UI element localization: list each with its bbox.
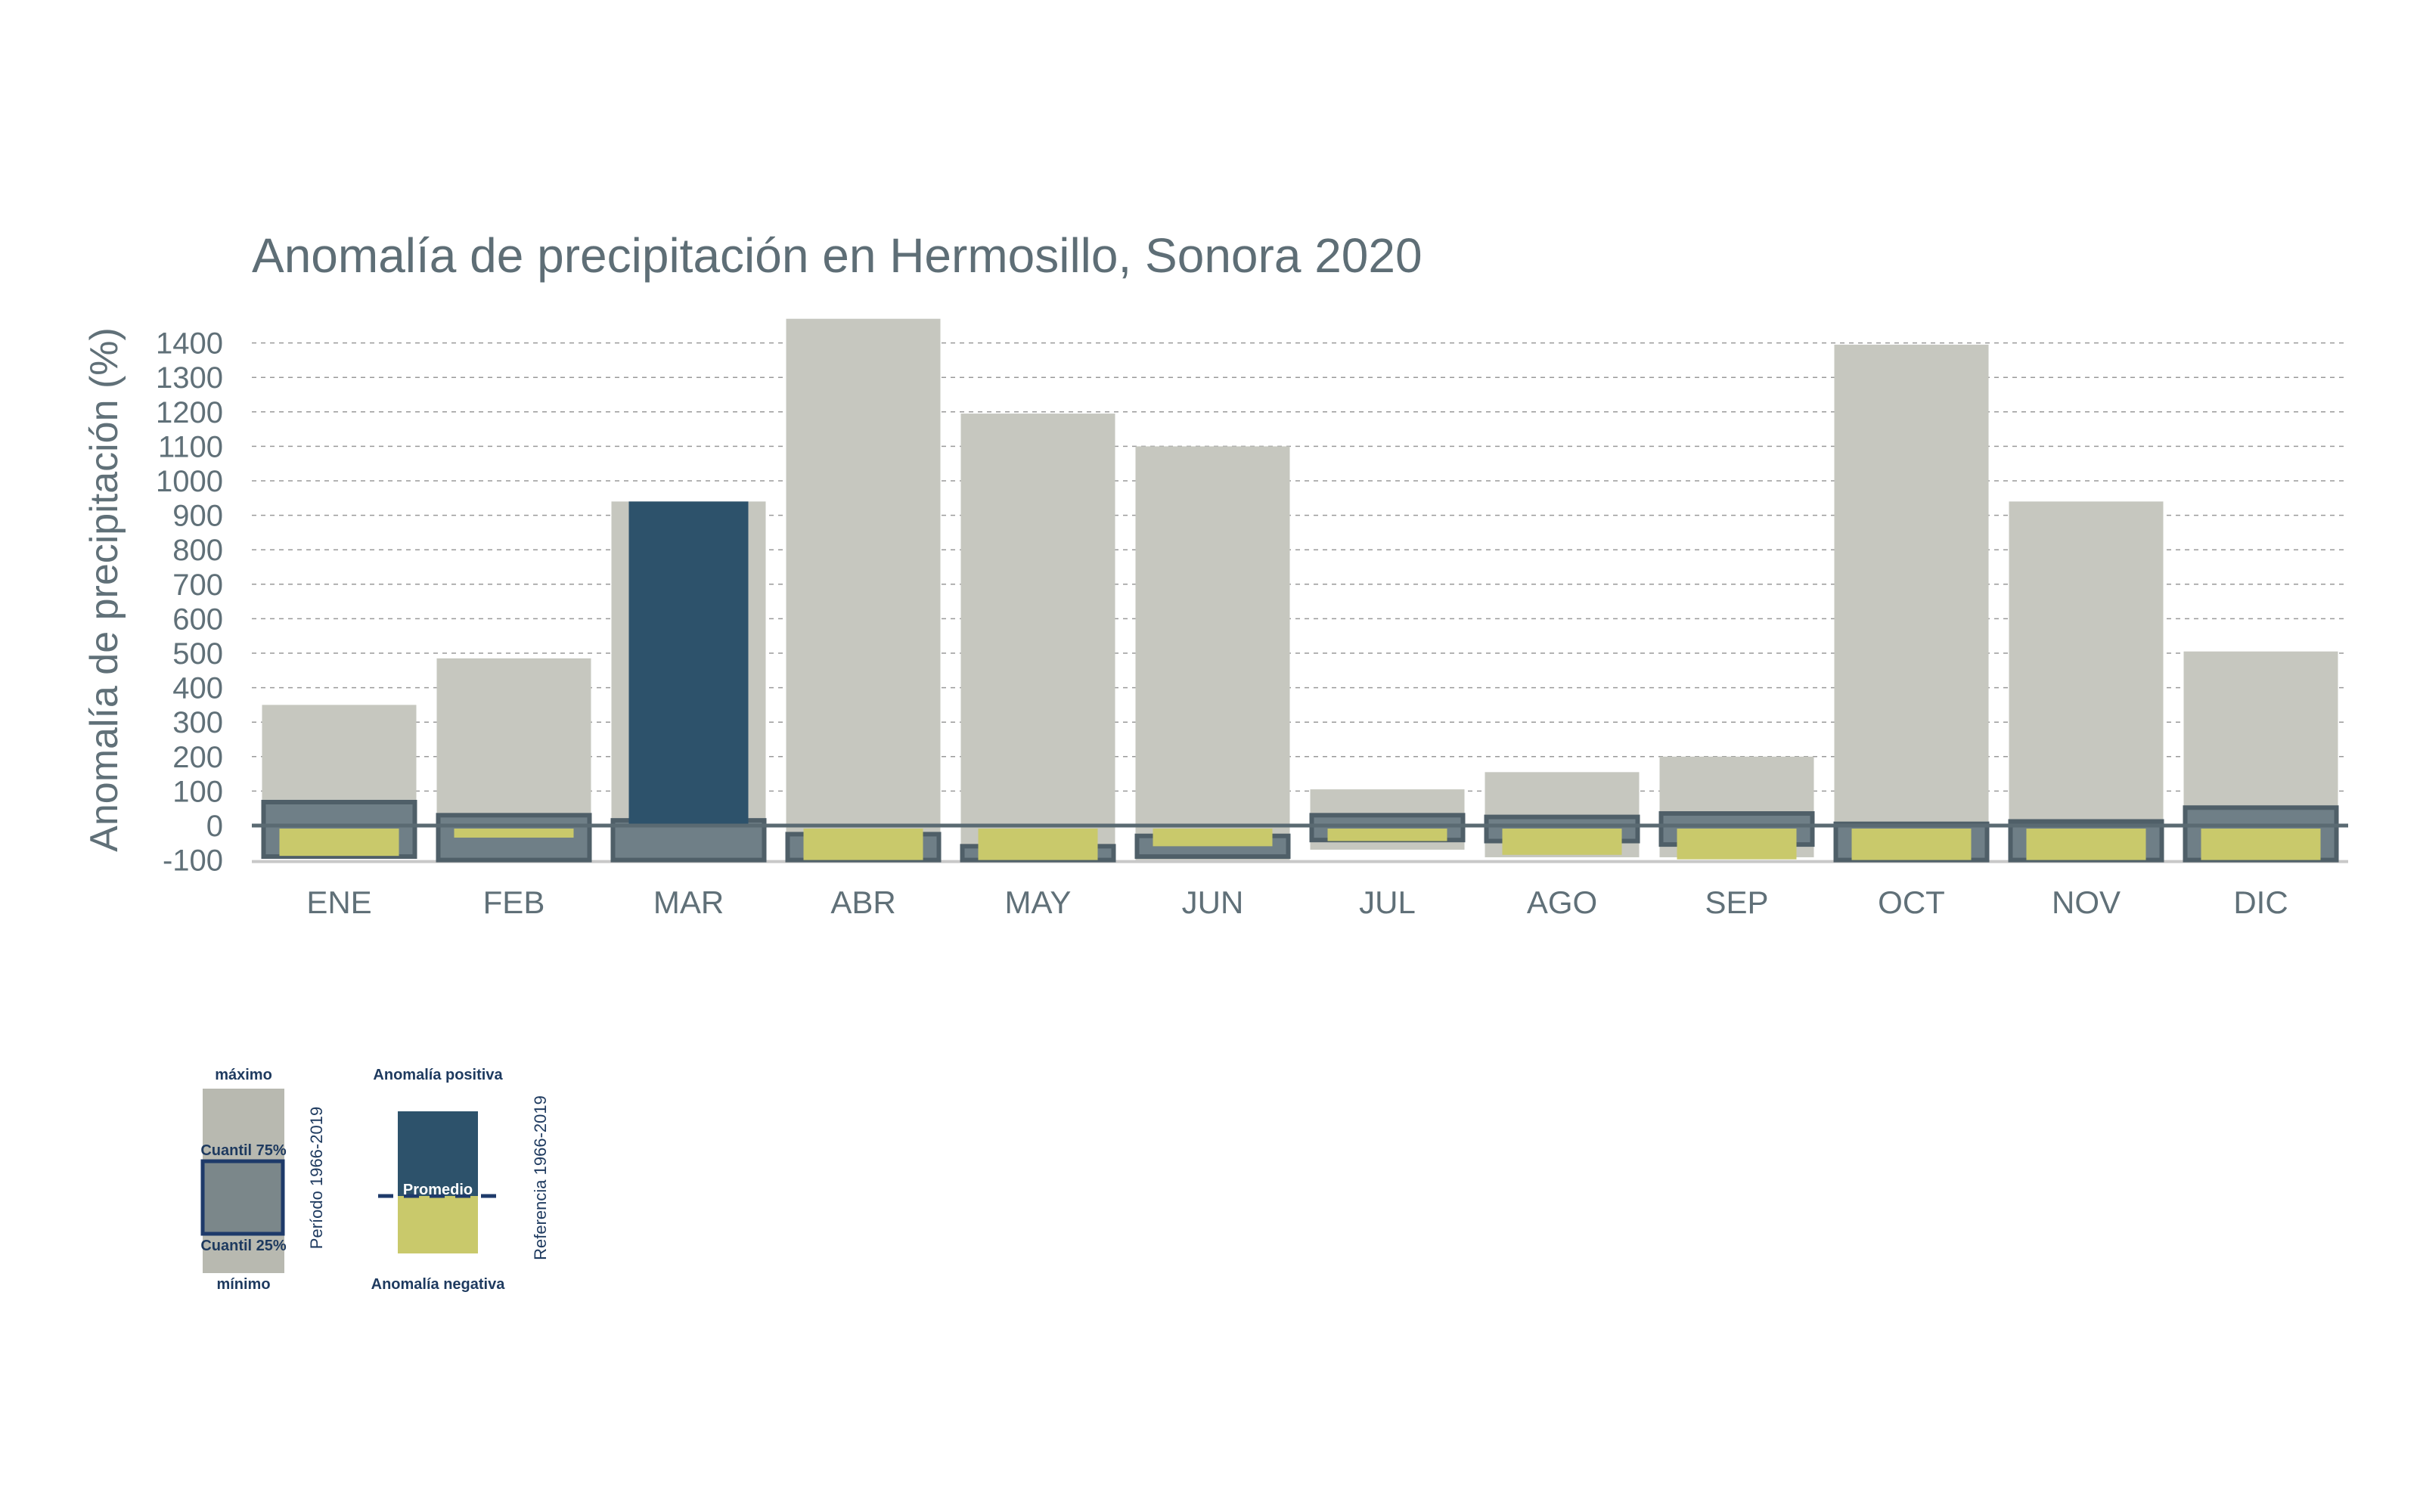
chart-title: Anomalía de precipitación en Hermosillo,… — [252, 228, 1423, 283]
y-tick-label: 500 — [172, 637, 223, 671]
y-tick-label: 0 — [206, 810, 223, 843]
x-tick-label: NOV — [2052, 885, 2121, 920]
y-tick-label: 100 — [172, 775, 223, 808]
y-tick-label: -100 — [163, 844, 223, 878]
month-group-dic — [2183, 651, 2339, 863]
legend-reference-label: Referencia 1966-2019 — [531, 1095, 550, 1260]
bars-layer — [252, 318, 2348, 863]
month-group-oct — [1833, 344, 1990, 863]
legend-period: máximo Cuantil 75% Cuantil 25% mínimo Pe… — [200, 1067, 326, 1293]
legend-q75-label: Cuantil 75% — [200, 1142, 287, 1159]
anomaly-bar — [1327, 829, 1447, 841]
y-axis-label: Anomalía de precipitación (%) — [82, 327, 126, 852]
x-tick-label: MAY — [1005, 885, 1072, 920]
range-bar — [1834, 344, 1989, 860]
legend-reference: Anomalía positiva Promedio Anomalía nega… — [371, 1067, 550, 1293]
x-tick-label: ENE — [306, 885, 371, 920]
month-group-ene — [261, 705, 417, 860]
y-tick-label: 1000 — [156, 465, 223, 498]
y-tick-label: 700 — [172, 569, 223, 602]
y-tick-label: 600 — [172, 603, 223, 636]
grid-lines — [252, 342, 2348, 863]
month-group-may — [960, 414, 1116, 863]
month-group-ago — [1484, 772, 1640, 857]
anomaly-bar — [1677, 829, 1797, 860]
y-tick-label: 400 — [172, 672, 223, 705]
y-tick-label: 1300 — [156, 361, 223, 395]
x-tick-label: OCT — [1878, 885, 1945, 920]
month-group-feb — [436, 658, 592, 863]
anomaly-bar — [628, 501, 749, 826]
month-group-sep — [1658, 756, 1815, 860]
legend-q25-label: Cuantil 25% — [200, 1238, 287, 1254]
x-tick-label: MAR — [653, 885, 724, 920]
legend-mean-label: Promedio — [403, 1182, 473, 1198]
range-bar — [2009, 501, 2164, 860]
x-tick-label: FEB — [483, 885, 545, 920]
month-group-jul — [1309, 789, 1466, 850]
y-tick-label: 1100 — [158, 430, 223, 463]
legend-negative-label: Anomalía negativa — [371, 1276, 506, 1293]
anomaly-bar — [1502, 829, 1622, 855]
range-bar — [786, 318, 941, 860]
legend-quartile-swatch — [200, 1159, 285, 1236]
y-tick-label: 900 — [172, 500, 223, 533]
y-tick-label: 800 — [172, 534, 223, 567]
legend-max-label: máximo — [215, 1067, 272, 1083]
x-tick-label: ABR — [830, 885, 895, 920]
y-tick-label: 300 — [172, 706, 223, 739]
legend-min-label: mínimo — [216, 1276, 270, 1293]
month-group-jun — [1134, 446, 1291, 860]
legend-negative-swatch — [398, 1196, 478, 1253]
x-tick-label: JUL — [1359, 885, 1416, 920]
y-tick-label: 1200 — [156, 396, 223, 429]
anomaly-bar — [454, 829, 574, 838]
x-tick-label: AGO — [1527, 885, 1597, 920]
anomaly-bar — [1153, 829, 1273, 847]
range-bar — [1135, 446, 1290, 860]
month-group-mar — [610, 501, 767, 863]
anomaly-bar — [978, 829, 1098, 860]
anomaly-bar — [279, 829, 399, 857]
month-group-nov — [2008, 501, 2164, 863]
x-tick-labels: ENE FEB MAR ABR MAY JUN JUL AGO SEP OCT NOV DIC — [306, 885, 2288, 920]
legend-positive-swatch — [398, 1111, 478, 1196]
x-tick-label: JUN — [1182, 885, 1244, 920]
x-tick-label: DIC — [2233, 885, 2288, 920]
legend-period-label: Período 1966-2019 — [307, 1107, 326, 1249]
x-tick-label: SEP — [1705, 885, 1768, 920]
y-tick-label: 1400 — [156, 327, 223, 361]
y-tick-labels: -100010020030040050060070080090010001100… — [156, 327, 223, 878]
month-group-abr — [785, 318, 942, 863]
anomaly-bar — [803, 829, 923, 860]
legend-positive-label: Anomalía positiva — [373, 1067, 503, 1083]
anomaly-bar — [2201, 829, 2321, 860]
anomaly-bar — [2026, 829, 2146, 860]
y-tick-label: 200 — [172, 741, 223, 774]
range-bar — [960, 414, 1115, 860]
anomaly-bar — [1851, 829, 1972, 860]
